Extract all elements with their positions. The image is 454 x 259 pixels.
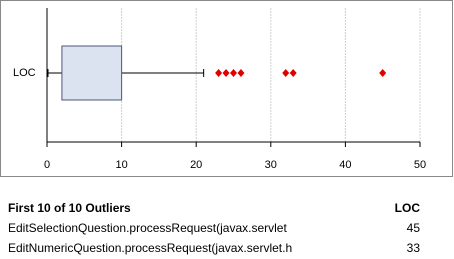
outlier-table: First 10 of 10 Outliers LOC EditSelectio… — [6, 198, 422, 258]
cell: EditNumericQuestion.processRequest(javax… — [8, 241, 293, 255]
category-label: LOC — [13, 67, 36, 79]
cell: 45 — [406, 221, 420, 235]
table-row: EditNumericQuestion.processRequest(javax… — [6, 238, 422, 258]
header-cell: LOC — [394, 201, 420, 215]
x-tick-label: 30 — [265, 159, 277, 171]
table-row: EditSelectionQuestion.processRequest(jav… — [6, 218, 422, 238]
outlier — [237, 69, 245, 77]
box — [61, 45, 123, 101]
table-header: First 10 of 10 Outliers LOC — [6, 198, 422, 218]
outlier — [282, 69, 290, 77]
cell: EditSelectionQuestion.processRequest(jav… — [8, 221, 287, 235]
outlier — [289, 69, 297, 77]
outlier — [222, 69, 230, 77]
x-tick-label: 20 — [190, 159, 202, 171]
x-tick-label: 10 — [115, 159, 127, 171]
x-tick-label: 50 — [414, 159, 426, 171]
x-tick-label: 40 — [339, 159, 351, 171]
header-cell: First 10 of 10 Outliers — [8, 201, 131, 215]
outlier — [379, 69, 387, 77]
outlier — [230, 69, 237, 77]
outlier — [215, 69, 223, 77]
x-tick-label: 0 — [44, 159, 50, 171]
chart: 0 10 20 30 40 50 LOC — [0, 0, 453, 177]
cell: 33 — [406, 241, 420, 255]
